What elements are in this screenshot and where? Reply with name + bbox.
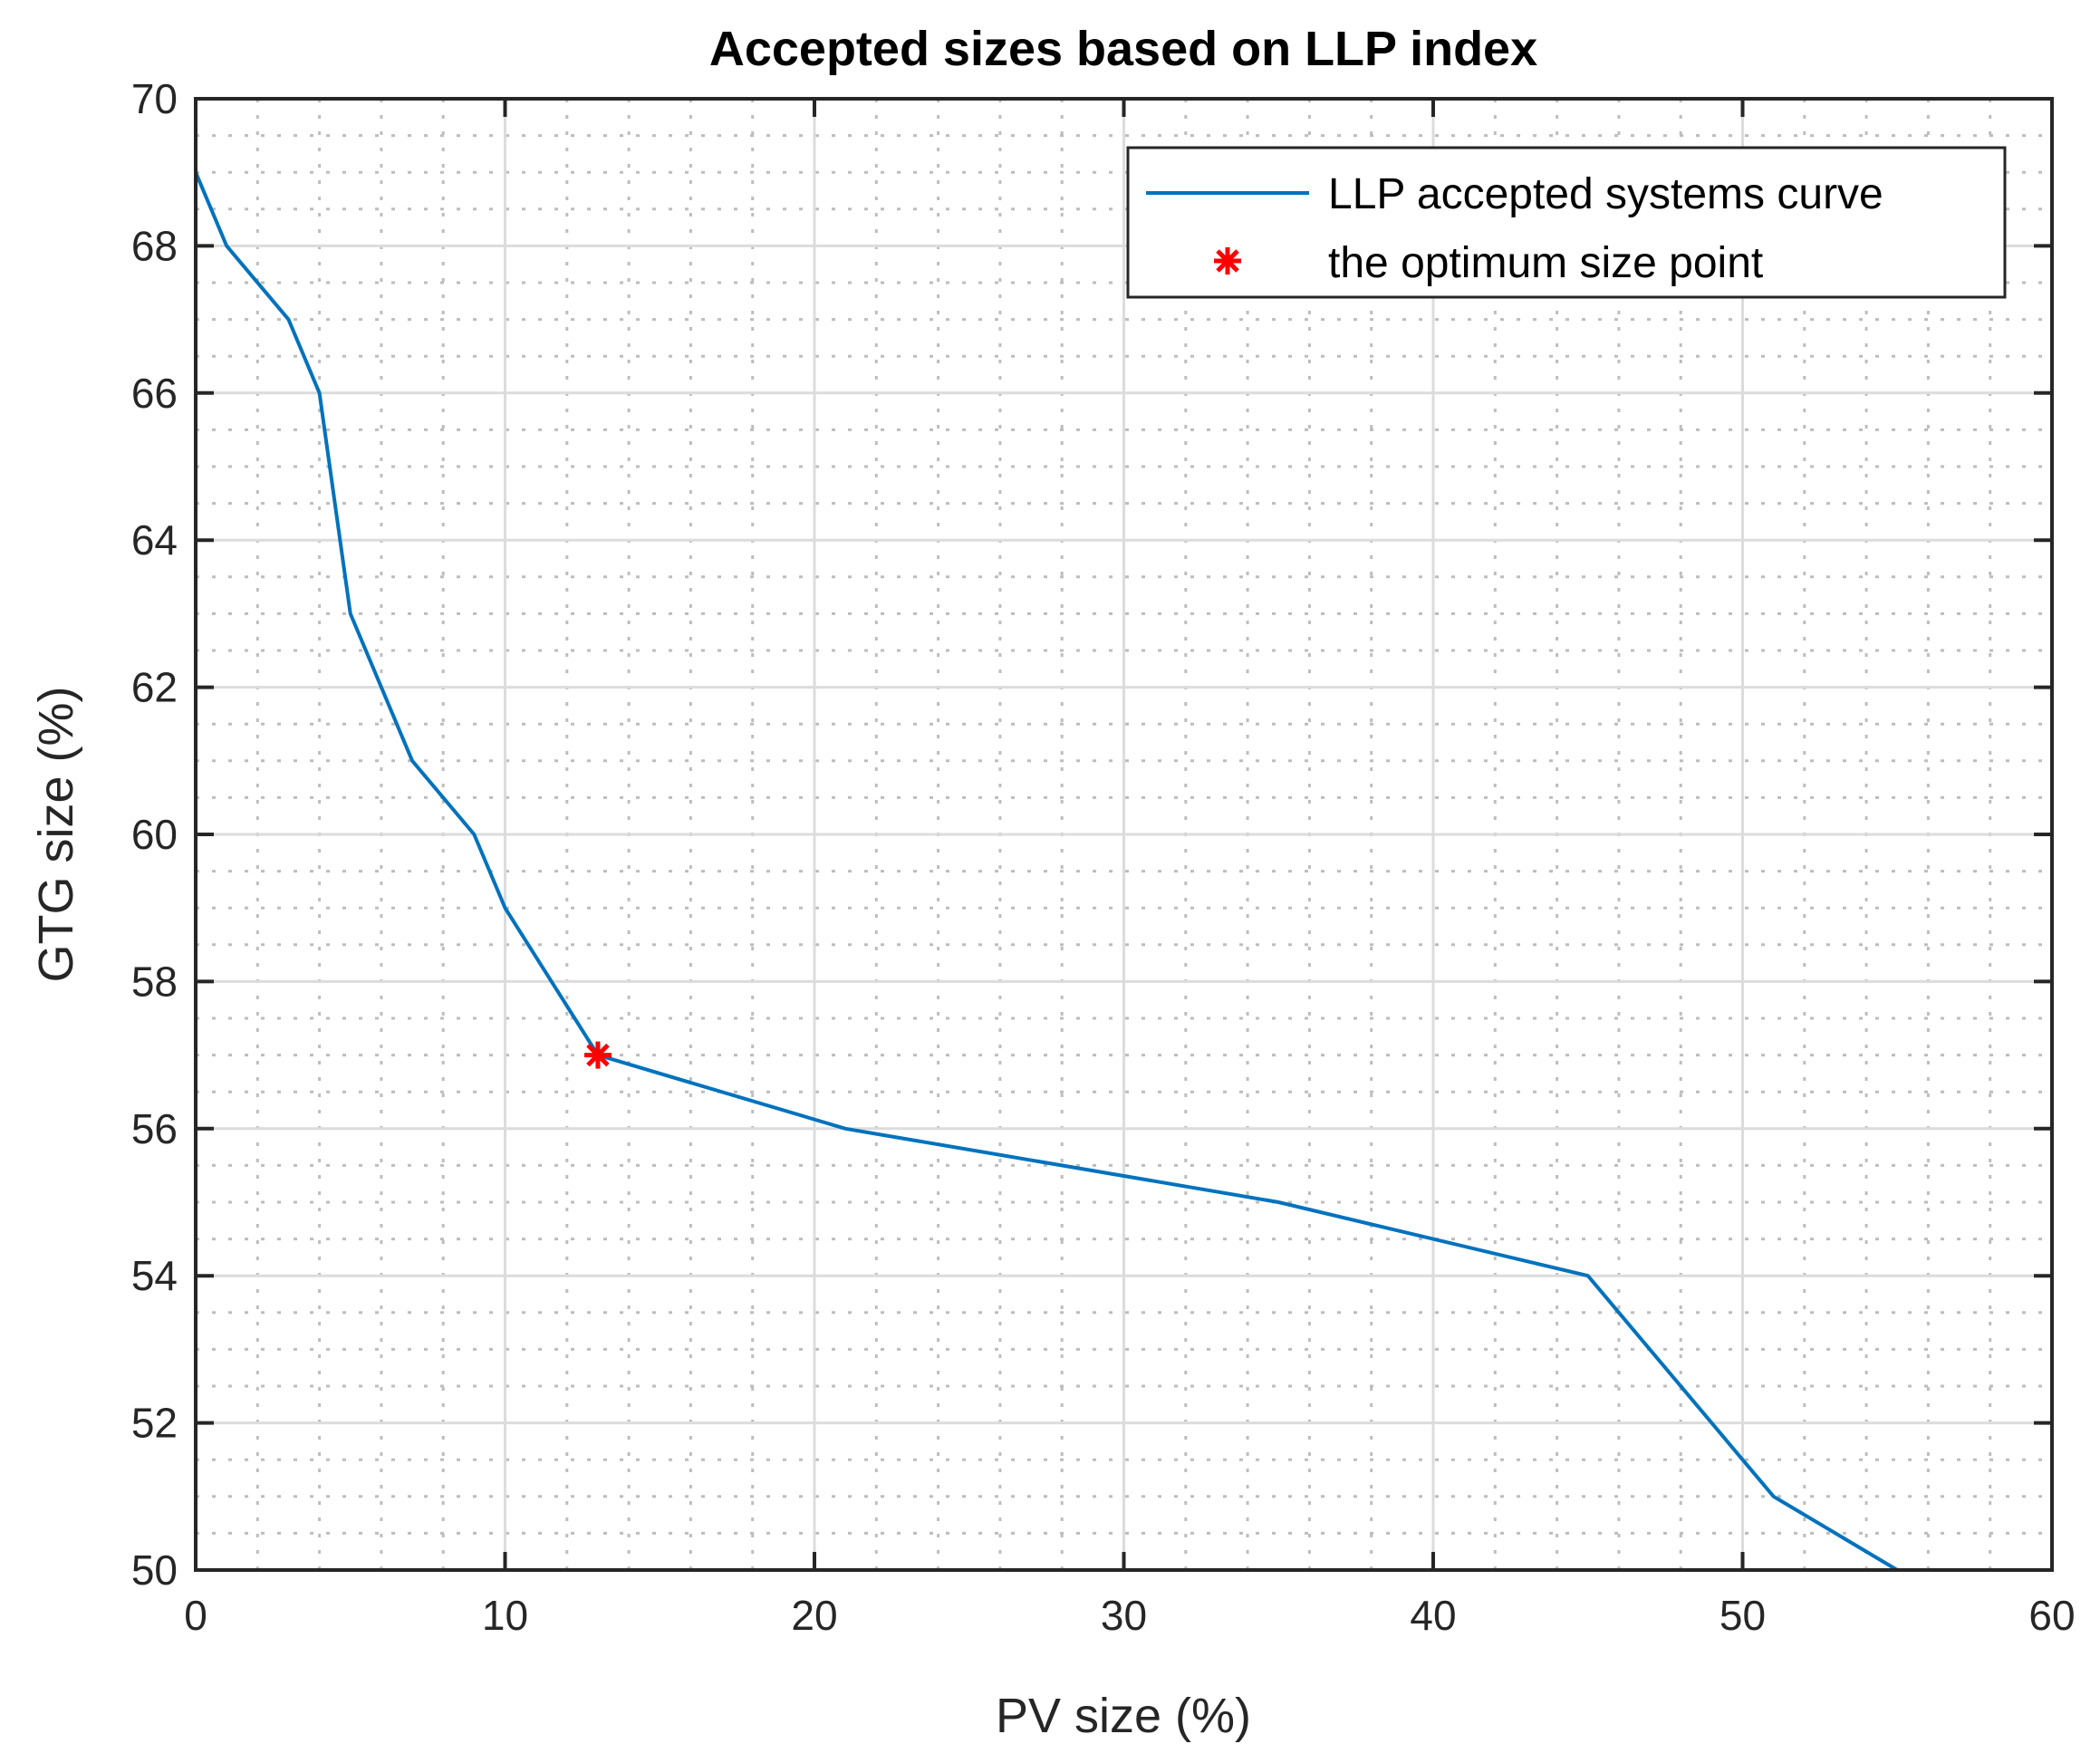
- legend: LLP accepted systems curve the optimum s…: [1126, 146, 2007, 299]
- y-tick-label: 70: [131, 75, 178, 122]
- y-tick-label: 60: [131, 811, 178, 858]
- x-tick-label: 30: [1101, 1592, 1147, 1639]
- legend-label-optimum: the optimum size point: [1328, 239, 1763, 287]
- x-tick-label: 20: [791, 1592, 837, 1639]
- y-axis-label: GTG size (%): [29, 686, 83, 982]
- y-tick-label: 54: [131, 1252, 178, 1299]
- y-tick-label: 52: [131, 1400, 178, 1447]
- y-tick-label: 66: [131, 370, 178, 417]
- y-tick-label: 58: [131, 958, 178, 1005]
- asterisk-stroke: [586, 1043, 610, 1067]
- ticks: 0 10 20 30 40 50 60 50 52 54 56 58 60 62 64 66 68 70: [131, 75, 2076, 1639]
- x-tick-label: 60: [2028, 1592, 2075, 1639]
- chart-title: Accepted sizes based on LLP index: [709, 22, 1537, 76]
- x-tick-label: 0: [184, 1592, 207, 1639]
- llp-curve-line: [194, 171, 1899, 1572]
- x-tick-label: 50: [1719, 1592, 1766, 1639]
- x-tick-label: 40: [1410, 1592, 1456, 1639]
- x-axis-label: PV size (%): [996, 1689, 1251, 1743]
- x-tick-label: 10: [482, 1592, 528, 1639]
- optimum-point-marker: [583, 1041, 612, 1069]
- y-tick-label: 56: [131, 1105, 178, 1152]
- y-tick-label: 50: [131, 1546, 178, 1594]
- y-tick-label: 62: [131, 664, 178, 711]
- y-tick-label: 64: [131, 516, 178, 564]
- legend-box: [1126, 146, 2007, 299]
- y-tick-label: 68: [131, 222, 178, 269]
- legend-asterisk-icon: [1214, 247, 1241, 275]
- series-layer: [194, 171, 1899, 1572]
- legend-label-curve: LLP accepted systems curve: [1328, 170, 1883, 218]
